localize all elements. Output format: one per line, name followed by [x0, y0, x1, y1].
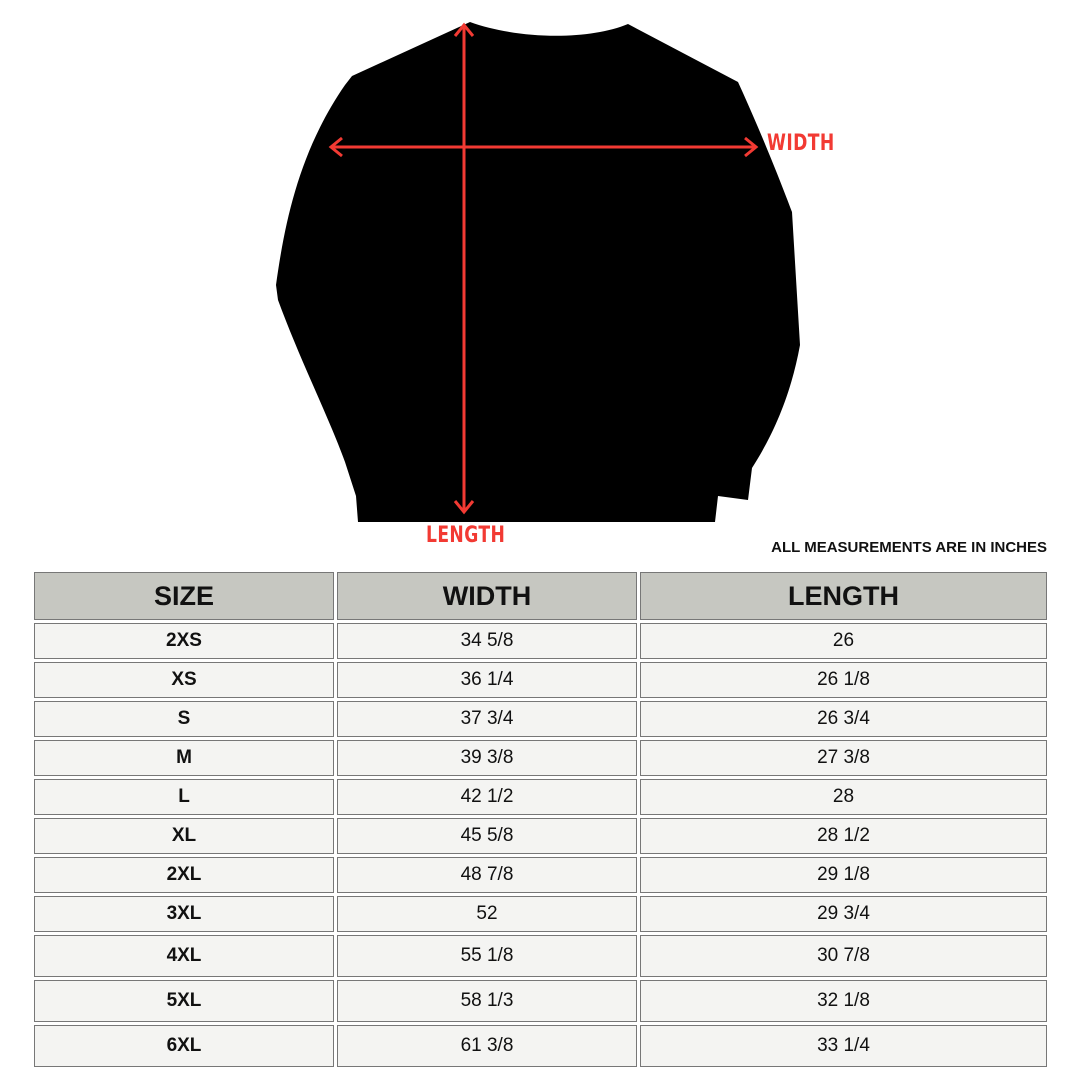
header-width: WIDTH — [337, 572, 637, 620]
cell-size: 3XL — [34, 896, 334, 932]
cell-size: S — [34, 701, 334, 737]
cell-size: 2XL — [34, 857, 334, 893]
cell-width: 45 5/8 — [337, 818, 637, 854]
table-row: L 42 1/2 28 — [34, 779, 1047, 815]
cell-width: 39 3/8 — [337, 740, 637, 776]
table-row: S 37 3/4 26 3/4 — [34, 701, 1047, 737]
cell-width: 37 3/4 — [337, 701, 637, 737]
cell-width: 61 3/8 — [337, 1025, 637, 1067]
measurement-note: ALL MEASUREMENTS ARE IN INCHES — [771, 539, 1047, 556]
cell-length: 30 7/8 — [640, 935, 1047, 977]
cell-width: 36 1/4 — [337, 662, 637, 698]
size-chart-table: SIZE WIDTH LENGTH 2XS 34 5/8 26 XS 36 1/4 26 … — [31, 569, 1050, 1070]
cell-width: 42 1/2 — [337, 779, 637, 815]
header-length: LENGTH — [640, 572, 1047, 620]
cell-length: 26 — [640, 623, 1047, 659]
cell-size: 2XS — [34, 623, 334, 659]
cell-width: 55 1/8 — [337, 935, 637, 977]
cell-length: 29 1/8 — [640, 857, 1047, 893]
width-arrow — [328, 136, 759, 158]
header-size: SIZE — [34, 572, 334, 620]
sweatshirt-diagram — [276, 22, 800, 522]
cell-width: 48 7/8 — [337, 857, 637, 893]
cell-width: 58 1/3 — [337, 980, 637, 1022]
cell-size: M — [34, 740, 334, 776]
cell-width: 52 — [337, 896, 637, 932]
width-label: WIDTH — [767, 131, 835, 156]
cell-length: 33 1/4 — [640, 1025, 1047, 1067]
table-row: 4XL 55 1/8 30 7/8 — [34, 935, 1047, 977]
table-row: 5XL 58 1/3 32 1/8 — [34, 980, 1047, 1022]
cell-width: 34 5/8 — [337, 623, 637, 659]
cell-length: 28 1/2 — [640, 818, 1047, 854]
cell-length: 26 3/4 — [640, 701, 1047, 737]
cell-length: 26 1/8 — [640, 662, 1047, 698]
cell-length: 28 — [640, 779, 1047, 815]
cell-size: L — [34, 779, 334, 815]
table-row: M 39 3/8 27 3/8 — [34, 740, 1047, 776]
cell-size: XL — [34, 818, 334, 854]
table-row: 6XL 61 3/8 33 1/4 — [34, 1025, 1047, 1067]
cell-length: 32 1/8 — [640, 980, 1047, 1022]
cell-size: XS — [34, 662, 334, 698]
cell-length: 29 3/4 — [640, 896, 1047, 932]
sweatshirt-image — [276, 22, 800, 522]
cell-size: 4XL — [34, 935, 334, 977]
table-row: 3XL 52 29 3/4 — [34, 896, 1047, 932]
table-row: XS 36 1/4 26 1/8 — [34, 662, 1047, 698]
table-row: 2XL 48 7/8 29 1/8 — [34, 857, 1047, 893]
table-row: 2XS 34 5/8 26 — [34, 623, 1047, 659]
table-row: XL 45 5/8 28 1/2 — [34, 818, 1047, 854]
length-arrow — [453, 22, 475, 515]
cell-size: 6XL — [34, 1025, 334, 1067]
cell-size: 5XL — [34, 980, 334, 1022]
table-header-row: SIZE WIDTH LENGTH — [34, 572, 1047, 620]
length-label: LENGTH — [426, 523, 506, 548]
cell-length: 27 3/8 — [640, 740, 1047, 776]
